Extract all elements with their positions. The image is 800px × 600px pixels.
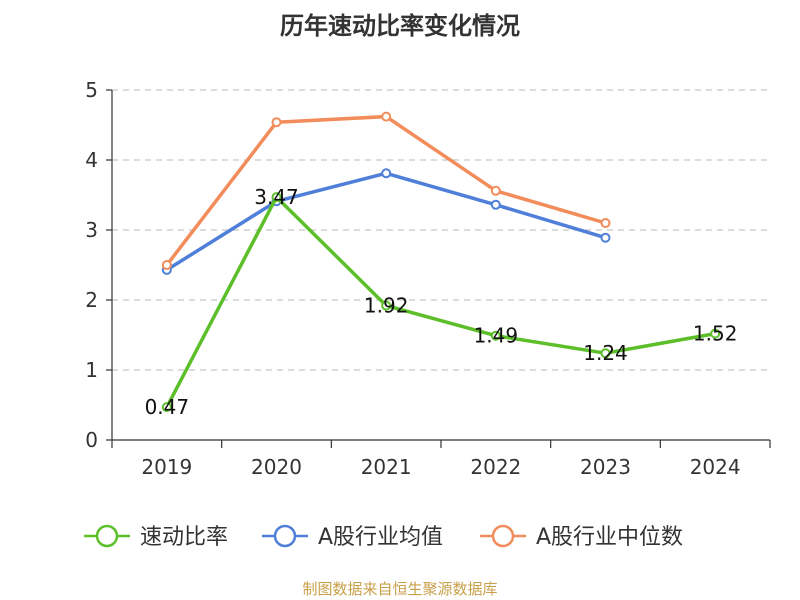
x-tick-label: 2024 — [690, 455, 741, 479]
data-labels: 0.47 3.47 1.92 1.49 1.24 1.52 — [145, 185, 738, 419]
data-point — [600, 348, 611, 359]
legend-label: A股行业中位数 — [536, 525, 683, 550]
x-tick-label: 2021 — [361, 455, 412, 479]
data-point — [161, 402, 172, 413]
series-lines — [161, 111, 721, 413]
series-line-2 — [165, 114, 606, 267]
x-tick-label: 2020 — [251, 455, 302, 479]
grid-lines — [112, 89, 770, 371]
legend-label: 速动比率 — [140, 525, 228, 550]
legend-marker — [95, 524, 119, 548]
data-point — [490, 330, 501, 341]
data-point — [600, 232, 611, 243]
data-label: 1.52 — [693, 322, 738, 346]
data-point — [381, 300, 392, 311]
legend-marker — [491, 524, 515, 548]
y-tick-label: 4 — [85, 148, 98, 172]
data-label: 1.49 — [474, 324, 519, 348]
y-tick-label: 1 — [85, 358, 98, 382]
data-label: 1.92 — [364, 294, 409, 318]
legend-label: A股行业均值 — [318, 525, 443, 550]
axes: 0 1 2 3 4 5 2019 2020 2021 2022 2023 2024 — [85, 78, 771, 479]
data-point — [381, 168, 392, 179]
data-point — [710, 328, 721, 339]
data-point — [161, 260, 172, 270]
data-point — [490, 185, 501, 196]
y-tick-label: 0 — [85, 428, 98, 452]
y-tick-label: 2 — [85, 288, 98, 312]
legend: 速动比率 A股行业均值 A股行业中位数 — [84, 524, 683, 550]
series-line-1 — [165, 171, 607, 272]
data-point — [271, 117, 282, 128]
data-point — [381, 111, 392, 122]
data-label: 1.24 — [583, 341, 628, 365]
x-tick-label: 2019 — [141, 455, 192, 479]
data-label: 0.47 — [145, 395, 190, 419]
x-tick-label: 2023 — [580, 455, 631, 479]
y-tick-label: 5 — [85, 78, 98, 102]
source-note: 制图数据来自恒生聚源数据库 — [302, 580, 497, 598]
series-line-0 — [165, 195, 716, 408]
x-tick-label: 2022 — [470, 455, 521, 479]
data-point — [490, 199, 501, 210]
y-tick-label: 3 — [85, 218, 98, 242]
chart-title: 历年速动比率变化情况 — [280, 12, 520, 40]
data-point — [271, 192, 282, 203]
data-label: 3.47 — [254, 185, 299, 209]
data-point — [600, 218, 611, 228]
legend-marker — [273, 524, 297, 548]
